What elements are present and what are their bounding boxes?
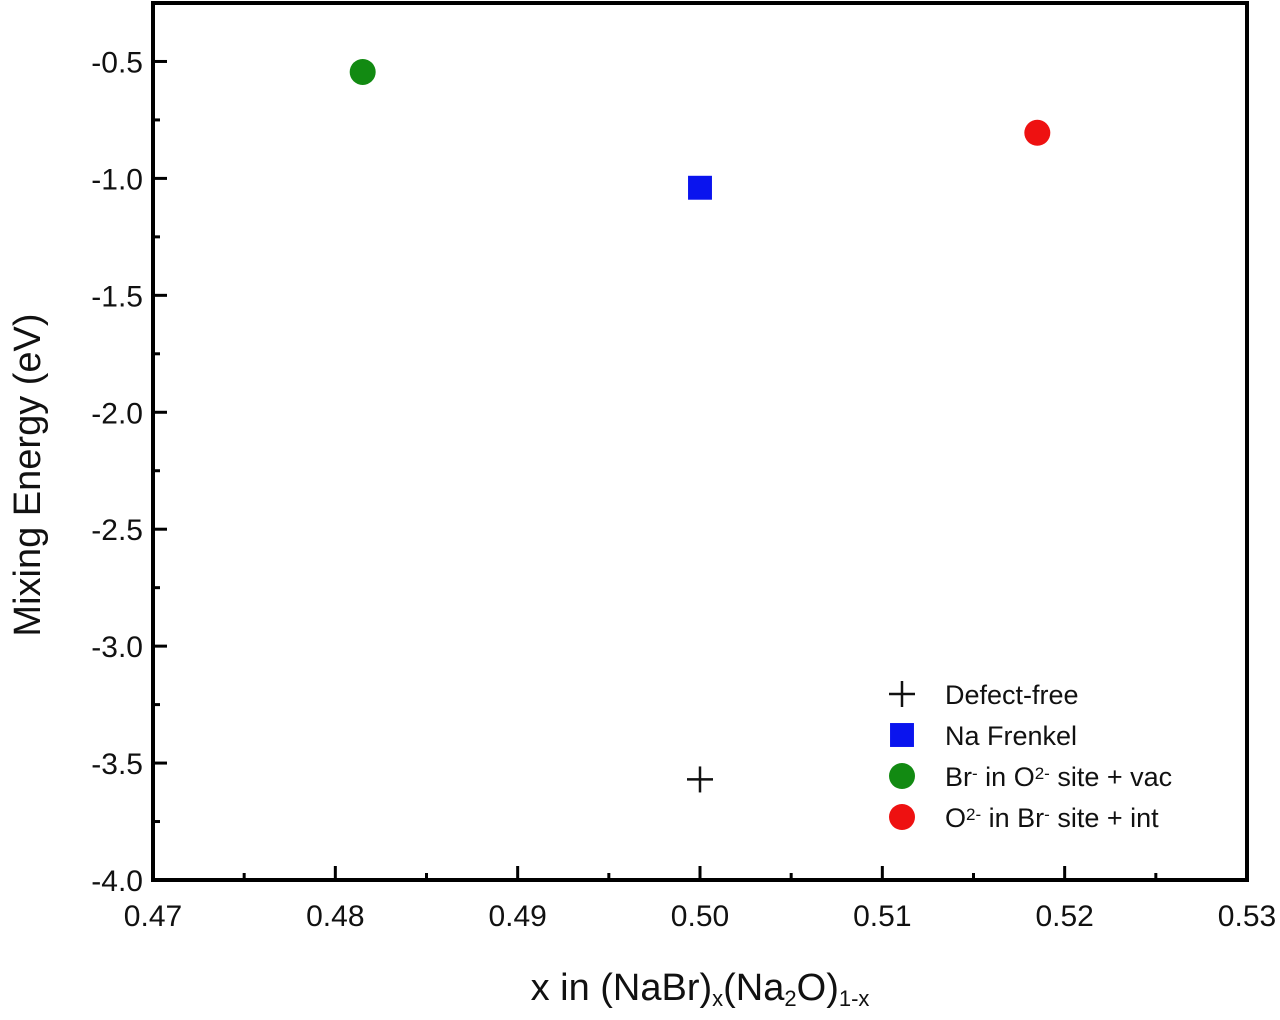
x-tick-label: 0.51	[853, 900, 911, 933]
data-point-br-in-o-site-vac	[349, 58, 376, 85]
y-tick-label: -0.5	[91, 46, 143, 79]
data-point-o-in-br-site-int	[1024, 119, 1051, 146]
legend-marker-o-in-br-site-int	[889, 804, 915, 830]
legend-marker-na-frenkel	[890, 723, 914, 747]
plot-frame	[151, 1, 1249, 882]
y-axis-title: Mixing Energy (eV)	[7, 313, 49, 636]
x-tick-label: 0.47	[124, 900, 182, 933]
legend-marker-defect-free	[889, 681, 915, 707]
legend-label-defect-free: Defect-free	[945, 680, 1079, 710]
legend-label-br-in-o-site-vac: Br- in O2- site + vac	[945, 762, 1172, 792]
y-tick-label: -2.0	[91, 397, 143, 430]
y-tick-label: -3.0	[91, 631, 143, 664]
x-tick-label: 0.48	[306, 900, 364, 933]
legend: Defect-free Na Frenkel Br- in O2- site + v…	[889, 680, 1172, 833]
y-tick-label: -1.0	[91, 163, 143, 196]
x-tick-label: 0.52	[1035, 900, 1093, 933]
y-tick-label: -3.5	[91, 748, 143, 781]
x-tick-label: 0.49	[488, 900, 546, 933]
legend-label-na-frenkel: Na Frenkel	[945, 721, 1077, 751]
legend-marker-br-in-o-site-vac	[889, 763, 915, 789]
legend-label-o-in-br-site-int: O2- in Br- site + int	[945, 803, 1159, 833]
data-point-defect-free	[687, 766, 713, 793]
x-axis-title: x in (NaBr)x(Na2O)1-x	[531, 967, 870, 1011]
y-tick-label: -4.0	[91, 865, 143, 898]
y-axis-ticks: -0.5 -1.0 -1.5 -2.0 -2.5 -3.0 -3.5 -4.0	[91, 46, 167, 898]
x-axis-ticks: 0.47 0.48 0.49 0.50 0.51 0.52 0.53	[124, 866, 1276, 933]
x-tick-label: 0.53	[1218, 900, 1276, 933]
data-point-na-frenkel	[688, 175, 712, 200]
y-tick-label: -1.5	[91, 280, 143, 313]
data-points	[349, 58, 1051, 793]
x-tick-label: 0.50	[671, 900, 729, 933]
y-tick-label: -2.5	[91, 514, 143, 547]
